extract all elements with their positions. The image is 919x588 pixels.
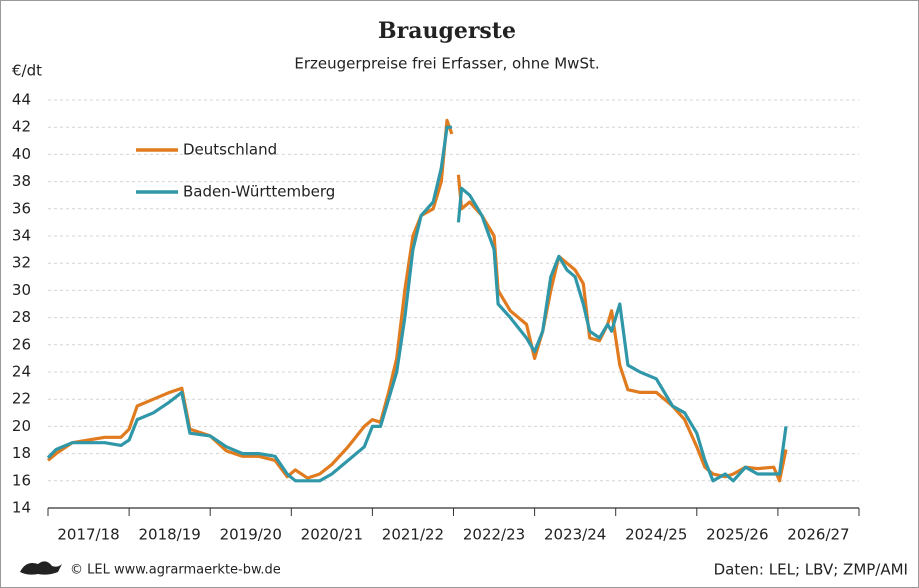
x-tick-label: 2018/19 [138,526,200,544]
y-tick-label: 32 [12,254,31,272]
y-tick-label: 18 [12,444,31,462]
logo [20,561,62,575]
x-tick-label: 2019/20 [220,526,282,544]
y-tick-label: 34 [12,227,31,245]
x-tick-label: 2017/18 [57,526,119,544]
y-tick-label: 42 [12,118,31,136]
y-tick-label: 22 [12,390,31,408]
x-tick-label: 2020/21 [301,526,363,544]
credit: © LEL www.agrarmaerkte-bw.de [70,563,281,578]
y-tick-label: 40 [12,145,31,163]
source: Daten: LEL; LBV; ZMP/AMI [714,561,908,579]
legend-label: Baden-Württemberg [183,183,335,201]
y-tick-label: 36 [12,199,31,217]
y-tick-label: 16 [12,471,31,489]
x-tick-label: 2023/24 [544,526,606,544]
y-tick-label: 44 [12,91,31,109]
x-tick-label: 2026/27 [787,526,849,544]
y-tick-label: 28 [12,308,31,326]
chart-title: Braugerste [378,18,516,44]
legend-label: Deutschland [183,141,277,159]
x-tick-label: 2021/22 [382,526,444,544]
y-tick-label: 26 [12,335,31,353]
x-tick-label: 2024/25 [625,526,687,544]
x-tick-label: 2022/23 [463,526,525,544]
y-tick-label: 38 [12,172,31,190]
y-tick-label: 24 [12,363,31,381]
y-tick-label: 20 [12,417,31,435]
y-tick-label: 14 [12,499,31,517]
y-axis-label: €/dt [12,62,42,80]
chart-subtitle: Erzeugerpreise frei Erfasser, ohne MwSt. [294,55,599,73]
series-line [46,125,788,483]
y-tick-label: 30 [12,281,31,299]
x-tick-label: 2025/26 [706,526,768,544]
